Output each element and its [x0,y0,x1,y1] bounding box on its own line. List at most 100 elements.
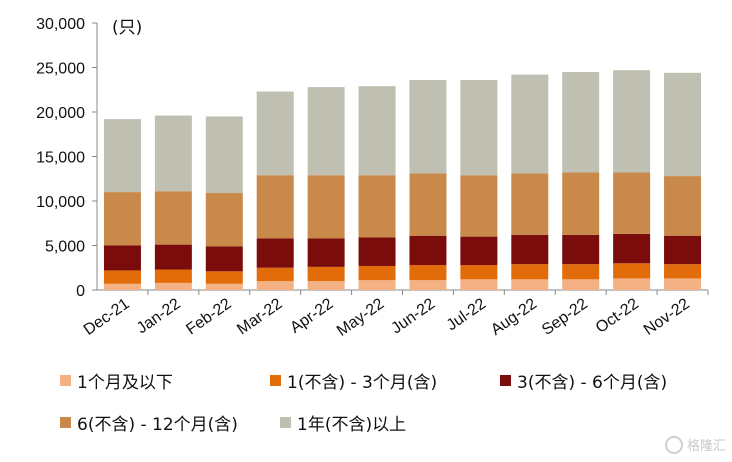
legend-item: 1年(不含)以上 [280,410,406,435]
bar-segment [205,246,243,272]
bar-segment [511,173,549,235]
bar-segment [256,281,294,290]
bar-segment [154,191,192,245]
bar-segment [562,279,600,290]
bar-segment [409,79,447,174]
bar-segment [511,279,549,290]
bar-segment [103,119,141,193]
bar-segment [613,263,651,279]
legend-label: 6(不含) - 12个月(含) [77,415,238,435]
stacked-bar-chart: (只) 0 5,000 10,000 15,000 20,000 25,000 30,000 D… [36,16,709,340]
legend-label: 1个月及以下 [77,373,173,393]
bar-segment [358,237,396,266]
bar-segment [562,71,600,173]
bar-segment [256,91,294,176]
legend-swatch [500,375,511,386]
bar-segment [613,278,651,290]
bar-segment [460,236,498,266]
bar-segment [664,72,702,177]
y-tick-label: 10,000 [36,194,85,211]
bar-segment [409,280,447,290]
watermark: 格隆汇 [664,435,726,454]
bar-segment [460,79,498,176]
watermark-text: 格隆汇 [686,439,726,454]
bar-segment [460,265,498,280]
bar-segment [154,269,192,283]
x-tick-label: Jan-22 [134,295,184,337]
x-tick-label: Apr-22 [287,295,336,337]
bar-segment [358,175,396,238]
y-tick-label: 5,000 [45,239,85,256]
bar-segment [664,235,702,265]
bar-segment [205,116,243,193]
bar-segment [256,238,294,268]
x-tick-label: Oct-22 [593,295,642,337]
bar-segment [460,175,498,237]
bar-segment [154,244,192,270]
y-tick-label: 30,000 [36,16,85,33]
legend-item: 1个月及以下 [60,368,173,393]
legend-label: 1(不含) - 3个月(含) [287,373,438,393]
bar-segment [358,265,396,281]
x-tick-label: Mar-22 [234,295,285,338]
bar-segment [511,234,549,265]
legend-swatch [270,375,281,386]
bar-segment [358,86,396,176]
bar-segment [103,245,141,271]
bar-segment [307,87,345,176]
y-unit-label: (只) [112,18,142,38]
bar-segment [205,192,243,247]
watermark-logo-icon [664,435,683,454]
y-tick-label: 20,000 [36,105,85,122]
legend-label: 3(不含) - 6个月(含) [517,373,668,393]
bar-segment [562,234,600,265]
bar-segment [664,264,702,279]
y-tick-label: 0 [76,283,85,300]
x-tick-label: Nov-22 [641,295,693,339]
bar-segment [103,192,141,246]
legend-swatch [280,417,291,428]
bar-segment [256,175,294,239]
bar-segment [103,270,141,284]
bar-segment [613,233,651,264]
bar-segment [307,266,345,282]
legend-swatch [60,417,71,428]
y-tick-label: 15,000 [36,150,85,167]
bar-segment [154,282,192,290]
bar-segment [562,264,600,280]
bar-segment [511,74,549,174]
x-tick-label: May-22 [334,295,388,340]
x-tick-label: Sep-22 [539,295,591,339]
x-tick-label: Dec-21 [81,295,133,339]
legend: 1个月及以下 1(不含) - 3个月(含) 3(不含) - 6个月(含) 6(不含) … [60,368,720,448]
bar-segment [205,271,243,284]
legend-label: 1年(不含)以上 [297,415,407,435]
x-tick-label: Jul-22 [444,295,490,334]
bar-segment [664,176,702,236]
bar-segment [358,280,396,290]
bar-segment [511,264,549,280]
bar-segment [307,238,345,267]
bar-segment [256,267,294,282]
bar-segment [103,283,141,290]
legend-item: 1(不含) - 3个月(含) [270,368,437,393]
bar-segment [664,278,702,290]
x-tick-label: Feb-22 [183,295,234,338]
y-tick-label: 25,000 [36,61,85,78]
bar-segment [205,283,243,290]
bar-segment [613,70,651,173]
bar-segment [307,281,345,290]
bar-segment [409,235,447,266]
legend-item: 6(不含) - 12个月(含) [60,410,238,435]
bar-segment [409,173,447,236]
legend-swatch [60,375,71,386]
legend-item: 3(不含) - 6个月(含) [500,368,667,393]
bar-segment [307,175,345,239]
x-tick-label: Jun-22 [388,295,438,337]
bar-segment [409,265,447,281]
x-tick-label: Aug-22 [488,295,540,339]
bar-segment [613,172,651,234]
bar-segment [562,172,600,235]
bar-segment [154,115,192,192]
bar-segment [460,279,498,290]
